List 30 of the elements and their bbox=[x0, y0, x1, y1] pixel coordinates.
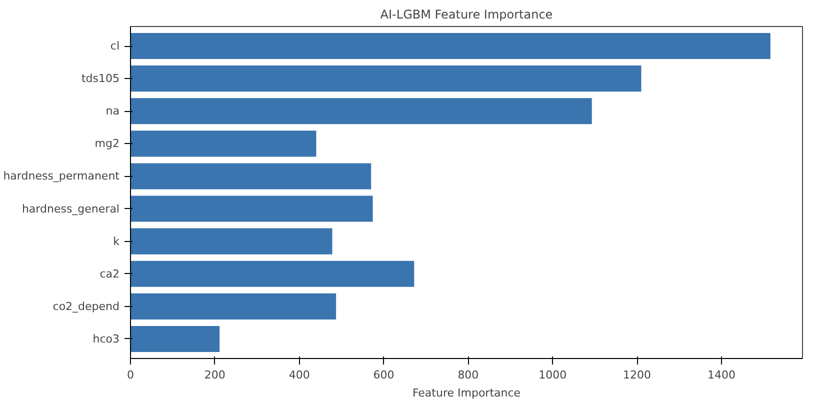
bar bbox=[130, 196, 373, 222]
bar bbox=[130, 98, 592, 124]
x-tick-label: 600 bbox=[373, 368, 394, 382]
x-tick-label: 400 bbox=[288, 368, 310, 382]
bar bbox=[130, 163, 372, 190]
y-tick-label: ca2 bbox=[100, 267, 120, 280]
y-tick-label: cl bbox=[110, 40, 120, 53]
bar bbox=[130, 228, 332, 254]
x-tick-label: 1200 bbox=[623, 368, 652, 382]
y-tick-label: hardness_general bbox=[22, 202, 120, 216]
bar bbox=[130, 293, 336, 320]
bar bbox=[130, 66, 642, 92]
y-tick-label: tds105 bbox=[81, 72, 120, 86]
x-axis-title: Feature Importance bbox=[412, 386, 521, 400]
bar bbox=[130, 326, 220, 352]
chart-title: AI-LGBM Feature Importance bbox=[380, 8, 553, 22]
y-tick-label: hardness_permanent bbox=[3, 170, 120, 183]
y-tick-label: k bbox=[113, 234, 120, 248]
y-tick-label: na bbox=[106, 104, 120, 118]
x-tick-label: 1000 bbox=[538, 368, 567, 382]
x-tick-label: 0 bbox=[127, 368, 134, 382]
bar bbox=[130, 130, 316, 157]
y-tick-label: mg2 bbox=[94, 137, 120, 150]
bar bbox=[130, 33, 770, 60]
y-tick-label: hco3 bbox=[92, 332, 120, 346]
x-tick-label: 1400 bbox=[707, 368, 736, 382]
x-tick-label: 200 bbox=[204, 368, 226, 382]
bar bbox=[130, 260, 414, 287]
y-tick-label: co2_depend bbox=[52, 300, 120, 313]
x-tick-label: 800 bbox=[458, 368, 479, 382]
